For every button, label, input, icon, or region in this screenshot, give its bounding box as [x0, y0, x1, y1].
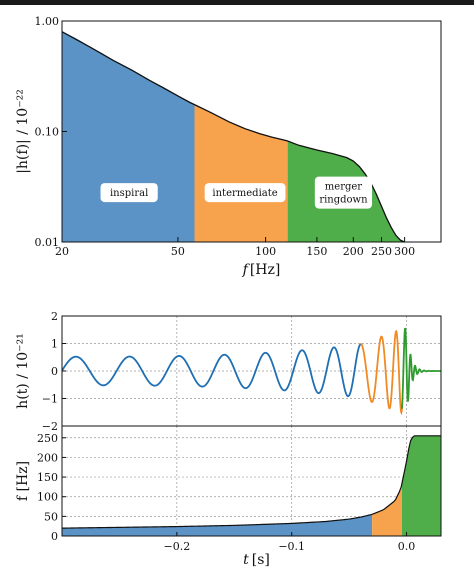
xlabel-var: t [243, 552, 249, 568]
waveform-intermediate [359, 329, 404, 416]
panel3-ytick-label: 150 [37, 471, 58, 484]
region-1 [194, 104, 288, 242]
panel1-xtick-label: 100 [255, 245, 276, 258]
axis-label-unit: [Hz] [250, 262, 281, 278]
panel1-xtick-label: 250 [371, 245, 392, 258]
panel3-ylabel: f [Hz] [15, 461, 31, 501]
panel3-region-intermediate [372, 483, 402, 536]
xlabel-unit: [s] [252, 552, 270, 568]
panel2-ylabel-text: h(t) / 10⁻²¹ [15, 333, 31, 409]
top-border [0, 0, 474, 5]
spectrum-curve [61, 31, 405, 243]
axis-label-text: f [Hz] [242, 262, 281, 278]
panel3-region-inspiral [62, 514, 373, 536]
region-label-1: intermediate [212, 188, 277, 199]
waveform-merger-ringdown [401, 327, 441, 409]
panel3-ytick-label: 250 [37, 432, 58, 445]
panel1-ytick-label: 0.10 [35, 126, 60, 139]
panel3-xlabel: t [s] [243, 552, 270, 568]
region-label-box-0 [100, 183, 158, 203]
panel2-ytick-label: 0 [51, 365, 58, 378]
panel2-ylabel: h(t) / 10⁻²¹ [15, 333, 31, 409]
panel2-ytick-label: −2 [42, 420, 58, 433]
region-label-2: merger [325, 182, 363, 193]
panel3-xtick-label: 0.0 [398, 540, 416, 553]
frequency-curve [61, 435, 441, 529]
panel1-xtick-label: 150 [306, 245, 327, 258]
panel1-xtick-label: 200 [343, 245, 364, 258]
panel3-xlabel-text: t [s] [243, 552, 270, 568]
region-label-2: ringdown [319, 195, 368, 206]
panel3-frame [61, 425, 442, 537]
panel1-ytick-label: 1.00 [35, 15, 60, 28]
panel3-ytick-label: 100 [37, 491, 58, 504]
waveform-inspiral [61, 343, 362, 398]
panel3-ytick-label: 50 [44, 510, 58, 523]
axis-label-var: f [242, 262, 251, 278]
panel3-ytick-label: 200 [37, 451, 58, 464]
region-label-0: inspiral [110, 188, 148, 199]
panel1-xtick-label: 20 [55, 245, 69, 258]
panel2-ytick-label: −1 [42, 393, 58, 406]
panel3-region-merger-ringdown [401, 435, 441, 536]
panel1-ylabel-text: |h(f)| / 10⁻²² [15, 89, 31, 174]
panel1-xtick-label: 300 [394, 245, 415, 258]
axis-label: f [Hz] [242, 262, 281, 278]
region-label-box-1 [204, 183, 286, 203]
panel2-ytick-label: 1 [51, 338, 58, 351]
panel1-ytick-label: 0.01 [35, 236, 60, 249]
region-0 [62, 31, 195, 243]
region-label-box-2 [314, 176, 373, 209]
panel1-xtick-label: 50 [171, 245, 185, 258]
panel3-ytick-label: 0 [51, 530, 58, 543]
panel1-ylabel: |h(f)| / 10⁻²² [15, 89, 31, 174]
panel3-ylabel-text: f [Hz] [15, 461, 31, 501]
panel3-xtick-label: −0.2 [163, 540, 190, 553]
panel3-xtick-label: −0.1 [278, 540, 305, 553]
panel2-ytick-label: 2 [51, 310, 58, 323]
